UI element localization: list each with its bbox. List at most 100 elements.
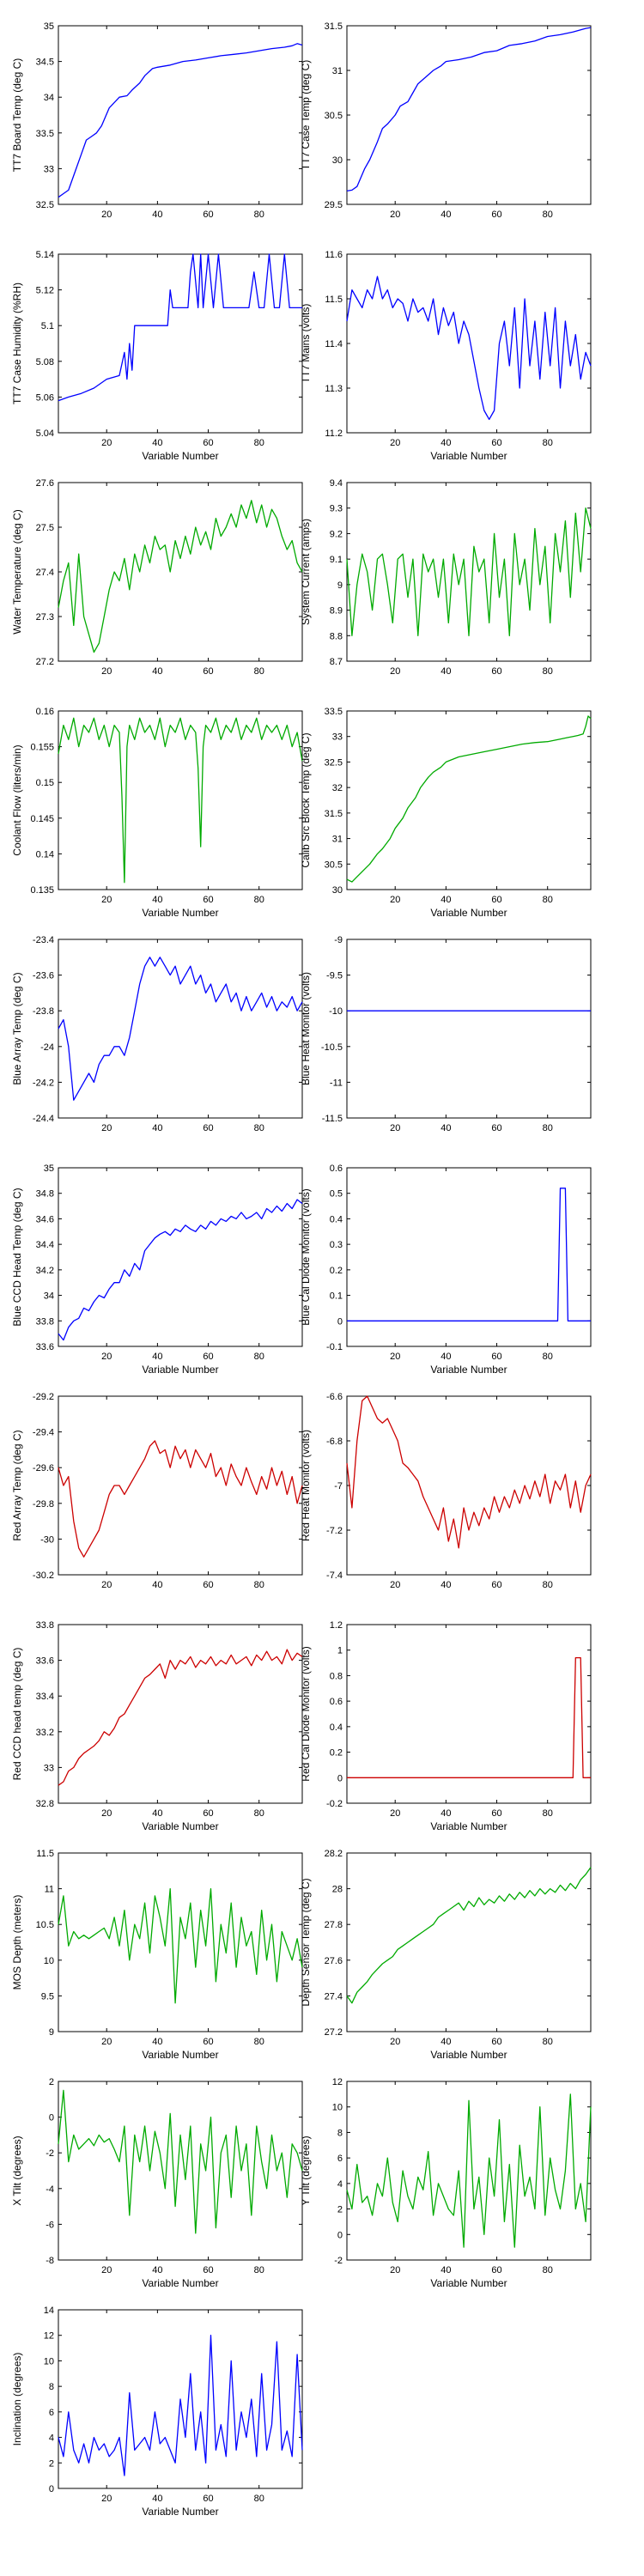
x-tick-label: 60 [203,1580,213,1590]
x-tick-label: 40 [152,2494,162,2504]
y-tick-label: 8.9 [330,606,343,617]
series-line [58,1199,303,1341]
y-tick-label: -7.2 [326,1526,343,1536]
y-tick-label: -9.5 [326,971,343,981]
y-tick-label: -10 [329,1006,343,1017]
y-tick-label: 33.8 [36,1620,54,1631]
y-tick-label: 27.6 [36,478,54,489]
series-line [58,717,303,884]
y-axis-label: Red Heat Monitor (volts) [300,1430,312,1541]
y-axis-label: TT7 Board Temp (deg C) [11,58,23,173]
plot-area [346,1624,592,1804]
x-tick-label: 40 [152,895,162,905]
y-tick-label: 11 [45,1885,54,1895]
x-tick-label: 40 [440,666,451,677]
series-line [58,1649,303,1786]
x-tick-label: 80 [254,438,264,448]
x-tick-label: 60 [491,2265,501,2275]
y-axis-label: Depth Sensor Temp (deg C) [300,1878,312,2006]
y-tick-label: 1.2 [330,1620,343,1631]
series-line [58,1887,303,2004]
y-tick-label: -30.2 [33,1571,54,1581]
y-axis-label: TT7 Case Temp (deg C) [300,60,312,171]
chart-21: 0 2 4 6 8 10 12 14 20 40 60 80 Inclination (degrees)… [11,2306,303,2518]
y-tick-label: 10 [44,2356,54,2366]
y-tick-label: 10.5 [36,1920,54,1930]
x-axis-label: Variable Number [430,907,507,919]
y-tick-label: 0.155 [30,743,54,753]
y-tick-label: -2 [46,2148,54,2159]
series-line [347,1188,591,1321]
x-axis-label: Variable Number [142,907,218,919]
y-axis-label: Red Cal Diode Monitor (volts) [300,1646,312,1781]
y-tick-label: 5.1 [41,321,54,331]
x-tick-label: 20 [101,2265,112,2275]
y-tick-label: 29.5 [325,200,343,210]
x-tick-label: 40 [152,1580,162,1590]
plot-area [346,939,592,1119]
y-tick-label: -7 [334,1481,343,1492]
x-tick-label: 20 [101,438,112,448]
x-axis-label: Variable Number [430,1820,507,1832]
chart-1: 32.5 33 33.5 34 34.5 35 20 40 60 80 TT7 Board Temp… [11,21,303,220]
y-tick-label: -24.2 [33,1078,54,1088]
series-line [58,957,303,1101]
plot-area [346,1852,592,2032]
x-tick-label: 20 [101,1808,112,1819]
x-tick-label: 20 [101,666,112,677]
y-tick-label: 0.4 [330,1214,343,1224]
x-axis-label: Variable Number [430,2049,507,2061]
y-tick-label: -24 [40,1042,54,1053]
x-tick-label: 80 [254,2037,264,2047]
y-axis-label: Y Tilt (degrees) [300,2136,312,2205]
y-tick-label: 9.2 [330,529,343,539]
y-tick-label: -10.5 [321,1042,343,1053]
x-tick-label: 40 [152,1123,162,1133]
x-tick-label: 40 [440,2037,451,2047]
y-tick-label: 14 [44,2306,54,2316]
x-tick-label: 80 [543,895,553,905]
y-tick-label: -23.4 [33,935,54,945]
x-tick-label: 40 [152,2037,162,2047]
y-tick-label: 9.5 [41,1991,54,2002]
y-tick-label: 0 [337,2230,343,2240]
chart-20: -2 0 2 4 6 8 10 12 20 40 60 80 Y Tilt (degrees) Varia… [300,2077,592,2289]
chart-8: 30 30.5 31 31.5 32 32.5 33 33.5 20 40 60 80 Calib Sr… [300,707,592,919]
y-tick-label: -9 [334,935,343,945]
y-tick-label: 34.5 [36,58,54,68]
x-tick-label: 80 [254,666,264,677]
y-tick-label: 0.6 [330,1163,343,1174]
y-tick-label: 11.2 [325,428,343,439]
chart-16: -0.2 0 0.2 0.4 0.6 0.8 1 1.2 20 40 60 80 Red Cal Dio… [300,1620,592,1832]
x-tick-label: 20 [101,210,112,220]
y-axis-label: Blue Array Temp (deg C) [11,972,23,1084]
y-tick-label: 0 [49,2113,54,2123]
y-axis-label: TT7 Case Humidity (%RH) [11,283,23,404]
y-tick-label: 4 [337,2179,343,2190]
x-tick-label: 80 [543,438,553,448]
y-tick-label: 0.15 [36,778,54,788]
chart-15: 32.8 33 33.2 33.4 33.6 33.8 20 40 60 80 Red CCD he… [11,1620,303,1832]
y-tick-label: 32.5 [325,757,343,768]
x-tick-label: 20 [390,438,400,448]
x-tick-label: 20 [101,2494,112,2504]
y-tick-label: 9.3 [330,504,343,514]
plot-area [346,1395,592,1576]
y-tick-label: 33 [332,732,343,743]
y-tick-label: 33.6 [36,1656,54,1667]
y-tick-label: 28.2 [325,1849,343,1859]
y-tick-label: 12 [44,2331,54,2342]
plot-area [58,710,303,890]
y-tick-label: 32.8 [36,1799,54,1809]
chart-14: -7.4 -7.2 -7 -6.8 -6.6 20 40 60 80 Red Heat Monit… [300,1392,592,1590]
x-tick-label: 80 [254,1123,264,1133]
y-tick-label: 0 [337,1773,343,1783]
y-tick-label: 4 [49,2433,54,2444]
chart-5: 27.2 27.3 27.4 27.5 27.6 20 40 60 80 Water Temper… [11,478,303,677]
y-tick-label: -4 [46,2184,54,2195]
series-line [346,507,592,636]
y-tick-label: 11.3 [325,384,343,394]
x-tick-label: 60 [203,2494,213,2504]
y-tick-label: 34 [44,93,54,103]
